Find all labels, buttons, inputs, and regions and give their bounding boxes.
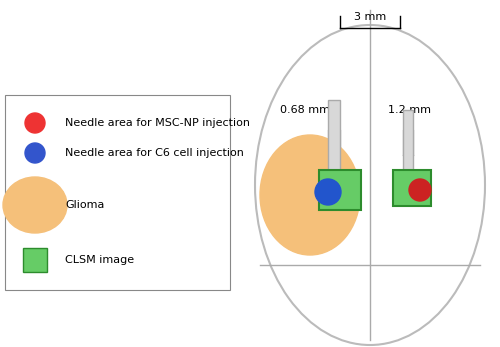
Bar [5,95,230,290]
Text: Needle area for C6 cell injection: Needle area for C6 cell injection [65,148,244,158]
Circle shape [25,143,45,163]
Bar [319,170,361,210]
Ellipse shape [255,25,485,345]
Bar [403,110,413,170]
Text: CLSM image: CLSM image [65,255,134,265]
Text: 3 mm: 3 mm [354,12,386,22]
Text: 1.2 mm: 1.2 mm [388,105,432,115]
Bar [328,100,340,170]
Circle shape [315,179,341,205]
Text: Needle area for MSC-NP injection: Needle area for MSC-NP injection [65,118,250,128]
Ellipse shape [3,177,67,233]
Circle shape [409,179,431,201]
Text: 0.68 mm: 0.68 mm [280,105,330,115]
Circle shape [25,113,45,133]
Ellipse shape [260,135,360,255]
Text: Glioma: Glioma [65,200,104,210]
Bar [23,248,47,272]
Bar [393,170,431,206]
